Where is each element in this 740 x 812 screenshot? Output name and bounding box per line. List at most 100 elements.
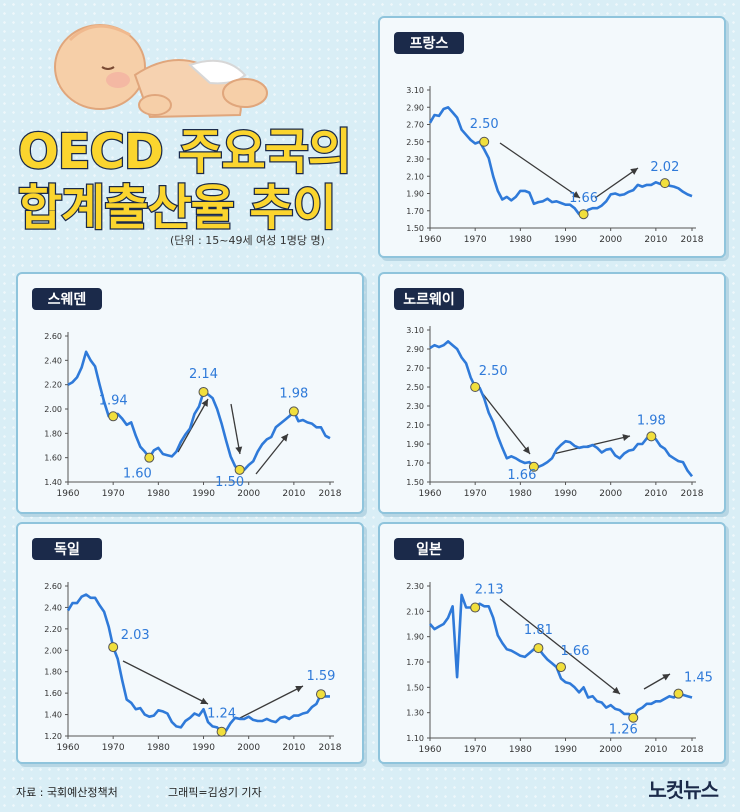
annotation-marker [470, 602, 481, 613]
chart-germany: 독일 1.20 1.40 1.60 1.80 2.00 2.20 2.40 2.60 1960 19… [32, 538, 342, 753]
chart-norway: 노르웨이 1.50 1.70 1.90 2.10 2.30 2.50 2.70 2.90 3.10… [394, 288, 704, 499]
fertility-rate-line [428, 106, 693, 216]
annotation-label: 2.13 [475, 583, 504, 598]
y-tick-label: 1.70 [406, 459, 424, 468]
x-tick-label: 1970 [102, 743, 125, 753]
trend-arrow-line [255, 433, 289, 475]
trend-arrow-head [295, 686, 303, 693]
y-tick-label: 1.90 [406, 440, 424, 449]
x-tick-label: 1960 [419, 489, 442, 499]
annotation-marker [528, 461, 539, 472]
annotation-marker [144, 452, 155, 463]
x-tick-label: 1970 [102, 489, 125, 499]
x-tick-label: 1980 [509, 235, 532, 245]
x-tick-label: 2000 [237, 743, 260, 753]
annotation-marker [628, 712, 639, 723]
x-tick-label: 1990 [554, 745, 577, 755]
chart-panel-sweden: 스웨덴 1.40 1.60 1.80 2.00 2.20 2.40 2.60 1960 1970 1… [16, 272, 364, 514]
y-tick-label: 2.40 [44, 356, 62, 365]
x-tick-label: 1970 [464, 489, 487, 499]
trend-arrow-line [122, 660, 209, 705]
y-tick-label: 2.20 [44, 625, 62, 634]
y-tick-label: 2.20 [44, 381, 62, 390]
trend-arrow-line [230, 403, 241, 455]
fertility-rate-line [429, 340, 694, 478]
chart-title: 프랑스 [410, 36, 449, 52]
trend-arrow-line [482, 393, 531, 455]
x-tick-label: 1980 [509, 745, 532, 755]
trend-arrow-line [499, 142, 581, 199]
trend-arrow-line [177, 398, 209, 453]
x-tick-label: 2010 [644, 489, 667, 499]
trend-arrow-head [201, 399, 208, 407]
annotation-marker [646, 431, 657, 442]
annotation-label: 1.50 [215, 475, 244, 490]
y-tick-label: 1.50 [406, 683, 424, 692]
unit-note: (단위 : 15~49세 여성 1명당 명) [170, 234, 325, 247]
x-tick-label: 2000 [599, 745, 622, 755]
x-tick-label: 1990 [192, 489, 215, 499]
chart-france: 프랑스 1.50 1.70 1.90 2.10 2.30 2.50 2.70 2.90 3.10 1… [394, 32, 704, 245]
trend-arrow-head [622, 434, 630, 442]
chart-title: 노르웨이 [403, 291, 455, 308]
x-tick-label: 2010 [644, 745, 667, 755]
trend-arrow-head [572, 191, 580, 198]
annotation-marker [470, 382, 481, 392]
chart-title-tag: 독일 [32, 538, 102, 560]
annotation-label: 1.26 [609, 723, 638, 738]
title-tag-bg [32, 538, 102, 560]
y-tick-label: 2.10 [406, 607, 424, 616]
x-tick-label: 1960 [419, 745, 442, 755]
chart-title: 스웨덴 [48, 292, 87, 308]
annotation-marker [659, 178, 670, 189]
y-tick-label: 2.10 [406, 421, 424, 430]
y-tick-label: 1.60 [44, 454, 62, 463]
chart-title-tag: 일본 [394, 538, 464, 560]
x-tick-label: 1960 [419, 235, 442, 245]
x-tick-label: 2000 [237, 489, 260, 499]
y-tick-label: 2.40 [44, 603, 62, 612]
annotation-marker [533, 643, 544, 654]
y-tick-label: 2.30 [406, 582, 424, 591]
fertility-rate-line [66, 593, 330, 733]
y-tick-label: 2.90 [406, 103, 424, 112]
y-tick-label: 2.70 [406, 364, 424, 373]
chart-title-tag: 노르웨이 [394, 288, 464, 310]
chart-title: 독일 [54, 542, 80, 558]
trend-arrow-line [594, 167, 639, 199]
annotation-label: 2.02 [650, 160, 679, 175]
trend-arrow-head [630, 168, 638, 175]
chart-japan: 일본 1.10 1.30 1.50 1.70 1.90 2.10 2.30 1960 1970 19… [394, 538, 713, 755]
y-tick-label: 1.40 [44, 711, 62, 720]
chart-title: 일본 [416, 542, 442, 558]
annotation-label: 1.60 [123, 467, 152, 482]
annotation-label: 1.81 [524, 623, 553, 638]
y-tick-label: 1.50 [406, 478, 424, 487]
title-tag-bg [32, 288, 102, 310]
annotation-label: 1.24 [207, 707, 236, 722]
x-tick-label: 1990 [554, 235, 577, 245]
annotation-marker [288, 406, 299, 417]
y-tick-label: 1.80 [44, 429, 62, 438]
trend-arrow-head [235, 446, 243, 454]
y-tick-label: 2.50 [406, 138, 424, 147]
y-tick-label: 2.30 [406, 402, 424, 411]
annotation-label: 2.14 [189, 367, 218, 382]
annotation-marker [108, 642, 119, 653]
title-tag-bg [394, 538, 464, 560]
sleeping-baby-illustration [54, 24, 268, 119]
graphic-credit: 그래픽=김성기 기자 [168, 786, 262, 799]
chart-sweden: 스웨덴 1.40 1.60 1.80 2.00 2.20 2.40 2.60 1960 1970 1… [32, 288, 342, 499]
y-tick-label: 1.60 [44, 689, 62, 698]
x-tick-label: 1980 [147, 489, 170, 499]
page-title-line2: 합계출산율 추이 [17, 179, 338, 238]
y-tick-label: 2.70 [406, 121, 424, 130]
y-tick-label: 3.10 [406, 326, 424, 335]
y-tick-label: 1.90 [406, 190, 424, 199]
annotation-marker [198, 386, 209, 397]
trend-arrow-line [237, 685, 304, 720]
annotation-marker [673, 688, 684, 699]
x-tick-label: 1960 [57, 743, 80, 753]
annotation-label: 1.66 [569, 191, 598, 206]
annotation-label: 1.66 [507, 468, 536, 483]
